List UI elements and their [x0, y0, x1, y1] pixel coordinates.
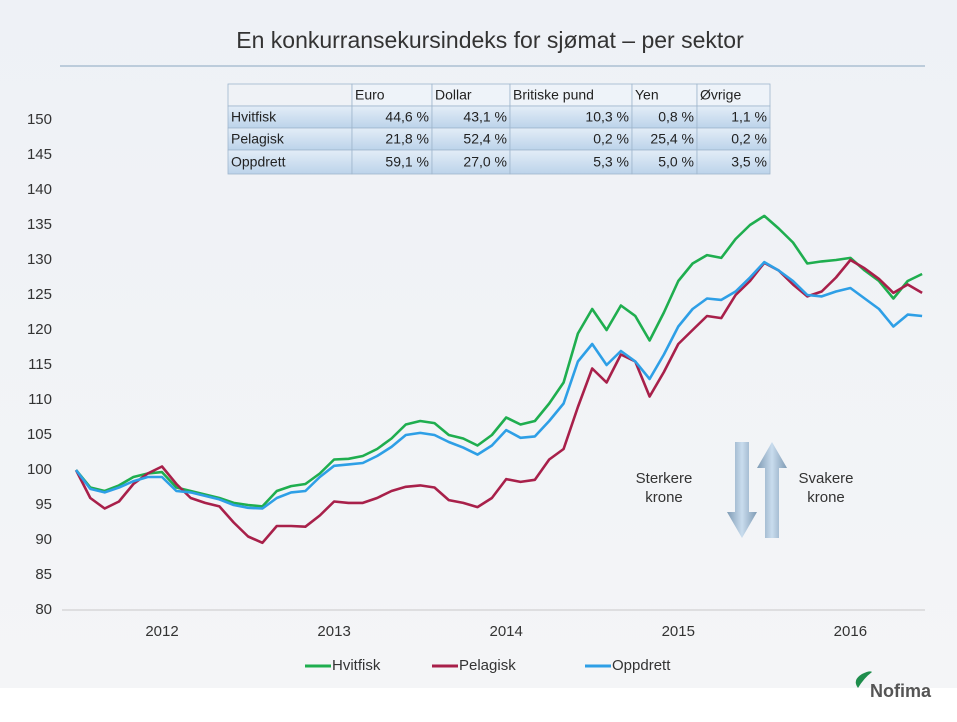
- table-text: 52,4 %: [463, 131, 507, 147]
- y-tick-label: 110: [28, 391, 52, 408]
- x-tick-label: 2012: [145, 623, 178, 640]
- table-text: Øvrige: [700, 87, 741, 103]
- table-text: Hvitfisk: [231, 109, 277, 125]
- table-text: 5,0 %: [658, 154, 694, 170]
- table-text: 27,0 %: [463, 154, 507, 170]
- y-tick-label: 80: [35, 601, 52, 618]
- x-tick-label: 2015: [662, 623, 695, 640]
- y-tick-label: 150: [27, 111, 52, 128]
- logo: Nofima: [855, 671, 932, 701]
- table-cell: [696, 149, 771, 175]
- table-text: 0,8 %: [658, 109, 694, 125]
- y-tick-label: 100: [27, 461, 52, 478]
- y-tick-label: 85: [35, 566, 52, 583]
- table-text: 44,6 %: [385, 109, 429, 125]
- line-series: [74, 214, 923, 508]
- x-tick-label: 2013: [317, 623, 350, 640]
- table-text: Pelagisk: [231, 131, 285, 147]
- annotation: krone: [645, 489, 683, 506]
- table-cell: [509, 149, 633, 175]
- table-text: Yen: [635, 87, 659, 103]
- table-text: 5,3 %: [593, 154, 629, 170]
- line-series: [74, 260, 923, 510]
- y-tick-label: 125: [27, 286, 52, 303]
- y-tick-label: 140: [27, 181, 52, 198]
- logo-text: Nofima: [870, 681, 932, 701]
- table-cell: [351, 149, 433, 175]
- table-text: Britiske pund: [513, 87, 594, 103]
- table-text: 25,4 %: [650, 131, 694, 147]
- table-text: Oppdrett: [231, 154, 286, 170]
- table-cell: [227, 149, 353, 175]
- y-tick-label: 130: [27, 251, 52, 268]
- table-text: 10,3 %: [585, 109, 629, 125]
- y-tick-label: 120: [27, 321, 52, 338]
- table-text: 1,1 %: [731, 109, 767, 125]
- chart-title: En konkurransekursindeks for sjømat – pe…: [236, 27, 744, 53]
- legend-label: Hvitfisk: [332, 657, 381, 674]
- legend-label: Pelagisk: [459, 657, 516, 674]
- y-tick-label: 95: [35, 496, 52, 513]
- table-text: 59,1 %: [385, 154, 429, 170]
- table-text: 3,5 %: [731, 154, 767, 170]
- table-text: 0,2 %: [731, 131, 767, 147]
- annotation: krone: [807, 489, 845, 506]
- annotation: Sterkere: [636, 470, 693, 487]
- y-tick-label: 115: [28, 356, 52, 373]
- x-tick-label: 2014: [490, 623, 523, 640]
- y-tick-label: 135: [27, 216, 52, 233]
- arrow-up: [757, 442, 787, 538]
- table-text: 43,1 %: [463, 109, 507, 125]
- logo-mark: [855, 671, 872, 688]
- table-text: 0,2 %: [593, 131, 629, 147]
- x-tick-label: 2016: [834, 623, 867, 640]
- y-tick-label: 105: [27, 426, 52, 443]
- table-cell: [631, 149, 698, 175]
- table-text: Euro: [355, 87, 385, 103]
- table-text: Dollar: [435, 87, 472, 103]
- arrow-down: [727, 442, 757, 538]
- table: Euro Dollar Britiske pund Yen Øvrige Hvitfisk…: [227, 83, 771, 175]
- y-tick-label: 145: [27, 146, 52, 163]
- annotation: Svakere: [798, 470, 853, 487]
- legend-label: Oppdrett: [612, 657, 671, 674]
- table-text: 21,8 %: [385, 131, 429, 147]
- y-tick-label: 90: [35, 531, 52, 548]
